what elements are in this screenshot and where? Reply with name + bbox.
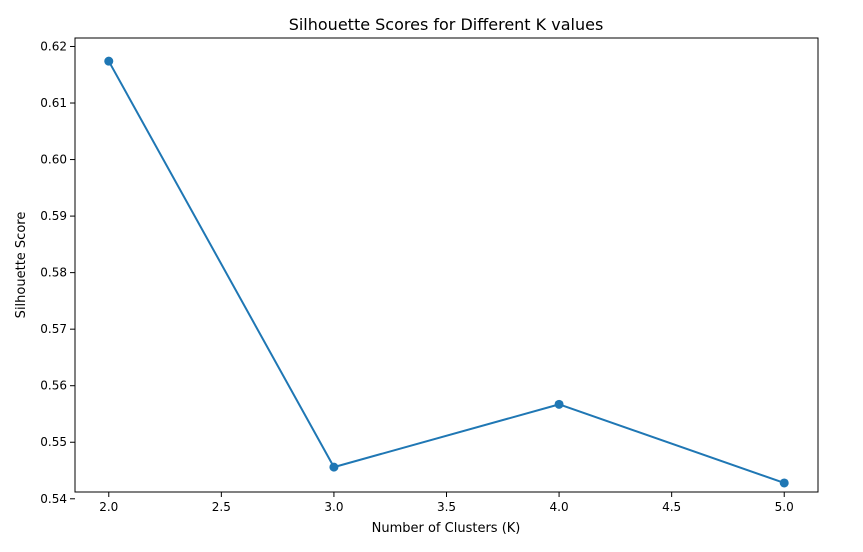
y-axis: 0.54 0.55 0.56 0.57 0.58 0.59 0.60 0.61 0.62 [40,39,75,506]
y-tick-label: 0.56 [40,379,67,393]
x-tick-label: 4.5 [662,500,681,514]
x-tick-label: 5.0 [775,500,794,514]
plot-frame [74,37,819,493]
y-tick-label: 0.61 [40,96,67,110]
x-tick-label: 2.0 [99,500,118,514]
y-tick-label: 0.54 [40,492,67,506]
x-tick-label: 2.5 [212,500,231,514]
y-tick-label: 0.55 [40,435,67,449]
x-axis: 2.0 2.5 3.0 3.5 4.0 4.5 5.0 [99,492,794,514]
x-tick-label: 3.5 [437,500,456,514]
y-tick-label: 0.59 [40,209,67,223]
y-axis-label: Silhouette Score [14,212,29,319]
data-point [554,399,564,409]
series-line [107,60,785,484]
data-point [779,478,789,488]
y-tick-label: 0.57 [40,322,67,336]
x-tick-label: 4.0 [550,500,569,514]
y-tick-label: 0.58 [40,266,67,280]
data-point [104,56,114,66]
chart-title: Silhouette Scores for Different K values [289,15,604,34]
y-tick-label: 0.62 [40,39,67,53]
data-point [329,462,339,472]
x-axis-label: Number of Clusters (K) [372,521,521,536]
y-tick-label: 0.60 [40,153,67,167]
series-layer [104,56,789,488]
x-tick-label: 3.0 [324,500,343,514]
